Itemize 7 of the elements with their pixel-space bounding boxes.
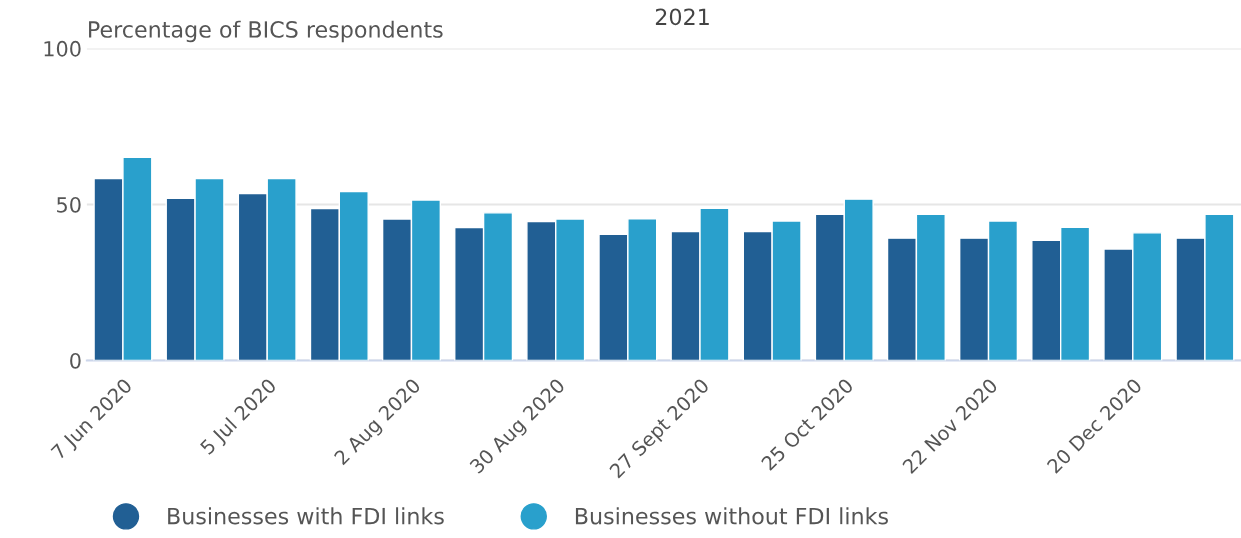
y-tick-label: 50 (57, 196, 81, 213)
chart-title: 2021 (655, 8, 709, 26)
y-tick-label: 0 (70, 352, 81, 369)
legend-label: Businesses without FDI links (575, 507, 888, 525)
y-tick-label: 100 (44, 40, 81, 57)
legend-label: Businesses with FDI links (168, 507, 444, 525)
y-axis-title: Percentage of BICS respondents (89, 20, 443, 43)
